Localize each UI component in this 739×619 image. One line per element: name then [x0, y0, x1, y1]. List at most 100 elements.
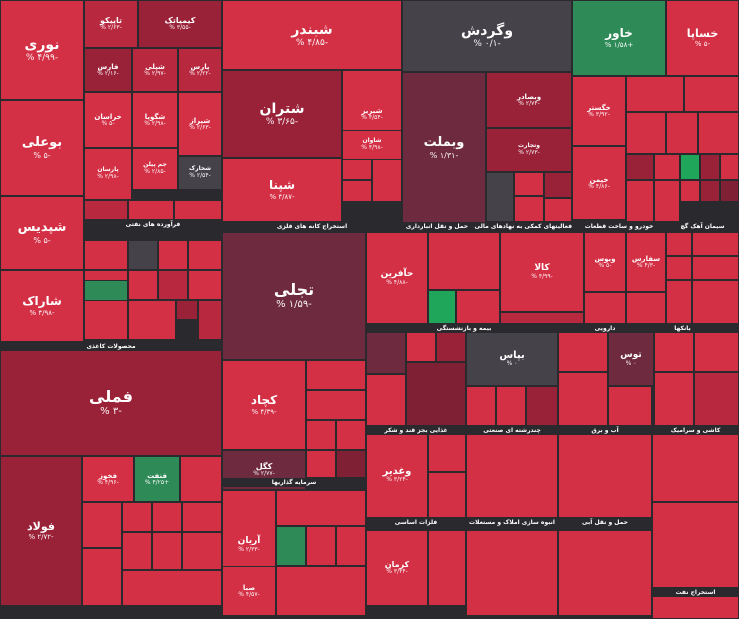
ticker-tile[interactable]: توس ۰ %	[608, 332, 654, 386]
ticker-tile[interactable]: فولاد -۲/۷۲ %	[0, 456, 82, 606]
treemap-cell[interactable]	[652, 432, 739, 502]
treemap-cell[interactable]	[182, 532, 222, 570]
treemap-cell[interactable]	[406, 332, 436, 362]
treemap-cell[interactable]	[700, 180, 720, 202]
ticker-tile[interactable]: بپاس ۰ %	[466, 332, 558, 386]
treemap-cell[interactable]	[558, 372, 608, 426]
treemap-cell[interactable]	[428, 530, 466, 606]
treemap-cell[interactable]	[666, 280, 692, 324]
ticker-tile[interactable]: وبملت -۱/۳۱ %	[402, 72, 486, 224]
treemap-cell[interactable]	[152, 502, 182, 532]
treemap-cell[interactable]	[698, 112, 739, 154]
treemap-cell[interactable]	[84, 300, 128, 340]
ticker-tile[interactable]: جم پیلن -۲/۸۵ %	[132, 148, 178, 190]
treemap-cell[interactable]	[544, 198, 572, 222]
treemap-cell[interactable]	[456, 290, 500, 324]
ticker-tile[interactable]: صبا -۴/۵۷ %	[222, 566, 276, 616]
ticker-tile[interactable]: تجلی -۱/۵۹ %	[222, 232, 366, 360]
treemap-cell[interactable]	[684, 76, 739, 112]
treemap-cell[interactable]	[544, 172, 572, 198]
ticker-tile[interactable]: خساپا -۵ %	[666, 0, 739, 76]
treemap-cell[interactable]	[336, 420, 366, 450]
treemap-cell[interactable]	[82, 548, 122, 606]
ticker-tile[interactable]: نوری -۴/۹۹ %	[0, 0, 84, 100]
treemap-cell[interactable]	[342, 158, 372, 180]
ticker-tile[interactable]: فنفت +۴/۲۵ %	[134, 456, 180, 502]
treemap-cell[interactable]	[720, 154, 739, 180]
ticker-tile[interactable]: حآفرین -۴/۸۸ %	[366, 232, 428, 324]
treemap-cell[interactable]	[406, 362, 466, 426]
ticker-tile[interactable]: بوعلی -۵ %	[0, 100, 84, 196]
treemap-cell[interactable]	[128, 240, 158, 270]
treemap-cell[interactable]	[626, 180, 654, 222]
ticker-tile[interactable]: پارسان -۲/۹۸ %	[84, 148, 132, 200]
treemap-cell[interactable]	[466, 386, 496, 426]
treemap-cell[interactable]	[84, 200, 128, 220]
treemap-cell[interactable]	[188, 270, 222, 300]
ticker-tile[interactable]: کچاد -۴/۳۹ %	[222, 360, 306, 450]
treemap-cell[interactable]	[152, 532, 182, 570]
treemap-cell[interactable]	[694, 372, 739, 426]
ticker-tile[interactable]: فخوز -۴/۹۶ %	[82, 456, 134, 502]
ticker-tile[interactable]: شخارک -۲/۵۴ %	[178, 156, 222, 190]
ticker-tile[interactable]: کیمیاتک -۳/۵۵ %	[138, 0, 222, 48]
treemap-cell[interactable]	[654, 372, 694, 426]
treemap-cell[interactable]	[626, 292, 666, 324]
ticker-tile[interactable]: شپلی -۲/۹۷ %	[132, 48, 178, 92]
treemap-cell[interactable]	[122, 570, 222, 606]
treemap-cell[interactable]	[558, 530, 652, 616]
treemap-cell[interactable]	[188, 240, 222, 270]
treemap-cell[interactable]	[336, 450, 366, 478]
treemap-cell[interactable]	[428, 232, 500, 290]
treemap-cell[interactable]	[174, 200, 222, 220]
treemap-cell[interactable]	[182, 502, 222, 532]
treemap-cell[interactable]	[514, 172, 544, 196]
treemap-cell[interactable]	[666, 112, 698, 154]
treemap-cell[interactable]	[692, 256, 739, 280]
treemap-cell[interactable]	[654, 180, 680, 222]
ticker-tile[interactable]: شاراک -۴/۹۸ %	[0, 270, 84, 342]
treemap-cell[interactable]	[306, 390, 366, 420]
treemap-cell[interactable]	[276, 490, 366, 526]
treemap-cell[interactable]	[198, 300, 222, 340]
treemap-cell[interactable]	[158, 240, 188, 270]
treemap-cell[interactable]	[558, 332, 608, 372]
treemap-cell[interactable]	[500, 312, 584, 324]
ticker-tile[interactable]: وگردش -۰/۱ %	[402, 0, 572, 72]
treemap-cell[interactable]	[306, 360, 366, 390]
ticker-tile[interactable]: شبندر -۴/۸۵ %	[222, 0, 402, 70]
ticker-tile[interactable]: تاپیکو -۲/۶۳ %	[84, 0, 138, 48]
ticker-tile[interactable]: وتجارت -۲/۷۳ %	[486, 128, 572, 172]
ticker-tile[interactable]: کالا -۴/۹۹ %	[500, 232, 584, 312]
treemap-cell[interactable]	[276, 526, 306, 566]
treemap-cell[interactable]	[122, 502, 152, 532]
treemap-cell[interactable]	[128, 200, 174, 220]
treemap-cell[interactable]	[526, 386, 558, 426]
treemap-cell[interactable]	[654, 332, 694, 372]
ticker-tile[interactable]: فملی -۳ %	[0, 350, 222, 456]
ticker-tile[interactable]: وبصادر -۲/۷۴ %	[486, 72, 572, 128]
treemap-cell[interactable]	[82, 502, 122, 548]
treemap-cell[interactable]	[128, 300, 176, 340]
treemap-cell[interactable]	[514, 196, 544, 222]
treemap-cell[interactable]	[342, 180, 372, 202]
treemap-cell[interactable]	[692, 280, 739, 324]
treemap-cell[interactable]	[626, 154, 654, 180]
ticker-tile[interactable]: وغدیر -۳/۲۴ %	[366, 432, 428, 518]
ticker-tile[interactable]: سفارس -۴/۳ %	[626, 232, 666, 292]
treemap-cell[interactable]	[654, 154, 680, 180]
ticker-tile[interactable]: کرمان -۳/۴۴ %	[366, 530, 428, 606]
ticker-tile[interactable]: وبوس -۵ %	[584, 232, 626, 292]
treemap-cell[interactable]	[428, 472, 466, 518]
treemap-cell[interactable]	[428, 290, 456, 324]
treemap-cell[interactable]	[558, 432, 652, 518]
treemap-cell[interactable]	[366, 332, 406, 374]
treemap-cell[interactable]	[584, 292, 626, 324]
treemap-cell[interactable]	[366, 374, 406, 426]
ticker-tile[interactable]: شپدیس -۵ %	[0, 196, 84, 270]
treemap-cell[interactable]	[276, 566, 366, 616]
treemap-cell[interactable]	[680, 154, 700, 180]
treemap-cell[interactable]	[700, 154, 720, 180]
ticker-tile[interactable]: خگستر -۳/۹۲ %	[572, 76, 626, 146]
treemap-cell[interactable]	[306, 420, 336, 450]
